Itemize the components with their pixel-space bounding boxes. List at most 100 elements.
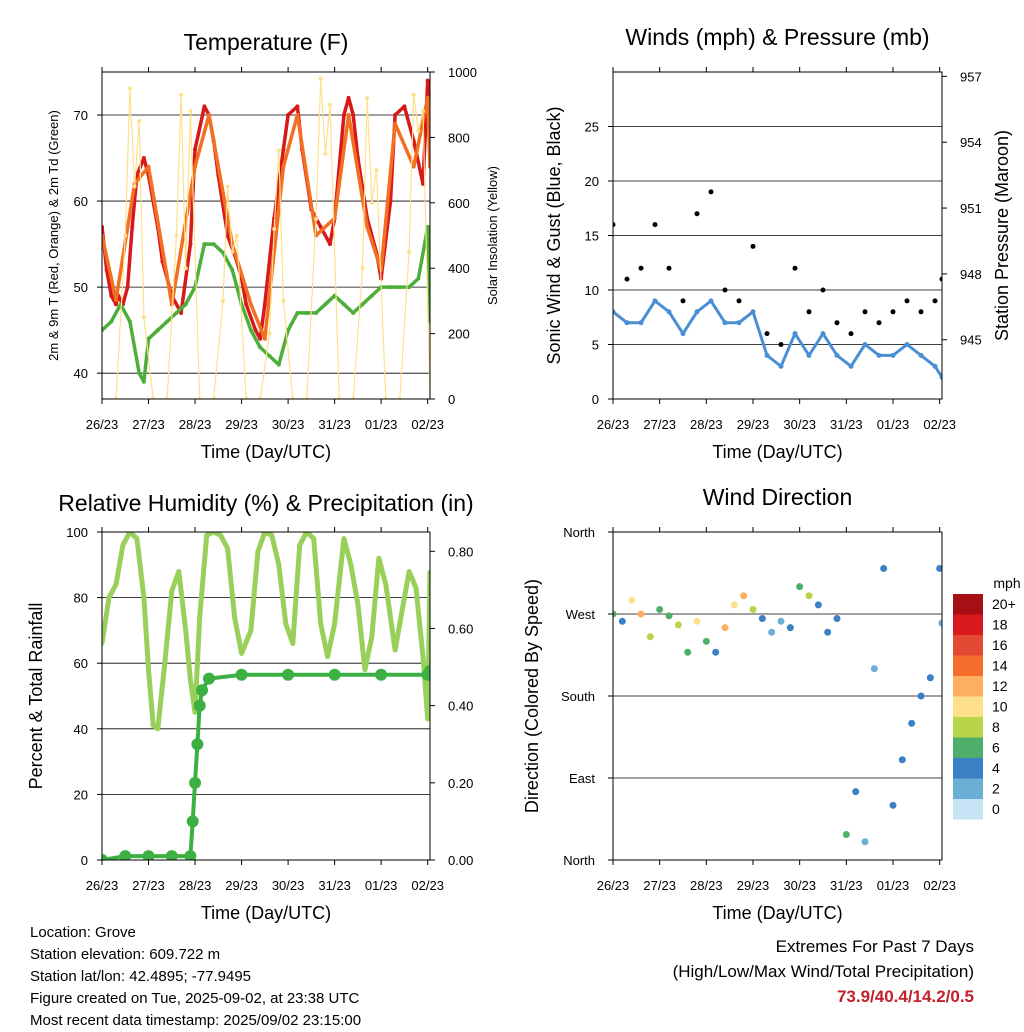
data-point [792,265,798,271]
data-point [402,104,407,109]
data-point [666,265,672,271]
x-tick-label: 27/23 [132,878,165,893]
y-tick-label: 50 [74,280,88,295]
data-point [183,302,188,307]
data-point [127,86,132,91]
y-tick-label: East [569,771,595,786]
x-tick-label: 01/23 [365,417,398,432]
location-text: Location: Grove [30,924,136,941]
data-point [311,536,316,541]
data-point [425,716,430,721]
y2-tick-label: 948 [960,267,982,282]
data-point [304,310,309,315]
data-point [898,756,906,764]
data-point [123,233,128,238]
data-point [203,672,216,685]
data-point [297,543,302,548]
data-point [424,664,430,677]
data-point [141,379,146,384]
data-point [365,224,370,229]
data-point [272,226,277,231]
data-point [848,331,854,337]
y2-tick-label: 200 [448,327,470,342]
data-point [425,224,430,229]
data-point [234,233,239,238]
elevation-text: Station elevation: 609.722 m [30,946,221,963]
data-point [346,95,351,100]
legend-title: mph [993,575,1020,591]
x-tick-label: 28/23 [690,417,723,432]
series-2m-td-line [102,225,430,384]
data-point [186,815,199,828]
data-point [369,293,374,298]
y-tick-label: 0 [592,392,599,407]
y-tick-label: 0 [81,853,88,868]
y2-tick-label: 800 [448,130,470,145]
data-point [174,310,179,315]
data-point [327,242,332,247]
legend-label: 4 [992,760,1000,776]
y-tick-label: 15 [585,229,599,244]
data-point [416,276,421,281]
data-point [652,222,658,228]
data-point [230,249,235,254]
data-point [262,302,267,307]
series-solar-insolation-line [102,77,430,399]
series-9m-t [102,95,430,341]
data-point [276,362,281,367]
data-point [814,601,822,609]
x-tick-label: 26/23 [86,417,119,432]
data-point [183,266,188,271]
data-point [842,830,850,838]
data-point [281,164,286,169]
y-tick-label: 40 [74,722,88,737]
data-point [876,320,882,326]
data-point [325,654,330,659]
legend-label: 2 [992,781,1000,797]
data-point [318,76,323,81]
data-point [262,336,267,341]
speed-legend: mph 20+ 18 16 14 12 10 8 6 4 2 0 [953,575,1021,820]
data-point [332,621,337,626]
data-point [880,564,888,572]
data-point [824,628,832,636]
x-axis-label: Time (Day/UTC) [712,903,842,923]
data-point [230,267,235,272]
data-point [778,342,784,347]
data-point [656,605,664,613]
x-tick-label: 29/23 [225,878,258,893]
x-tick-label: 28/23 [179,417,212,432]
x-tick-label: 02/23 [923,417,956,432]
y2-tick-label: 1000 [448,65,477,80]
y2-tick-label: 400 [448,261,470,276]
data-point [276,562,281,567]
data-point [267,353,272,358]
data-point [286,113,291,118]
data-point [137,371,142,376]
extremes-values: 73.9/40.4/14.2/0.5 [836,987,974,1006]
data-point [283,621,288,626]
legend-swatch [953,737,983,758]
legend-label: 0 [992,801,1000,817]
data-point [218,533,223,538]
data-point [852,788,860,796]
data-point [267,331,272,336]
data-point [796,583,804,591]
data-point [248,328,253,333]
data-point [908,719,916,727]
y-tick-label: 25 [585,120,599,135]
data-point [932,298,938,304]
y-tick-label: 5 [592,338,599,353]
data-point [225,233,230,238]
data-point [188,242,193,247]
data-point [202,104,207,109]
x-tick-label: 31/23 [830,417,863,432]
chart-title: Wind Direction [703,484,853,510]
series-wind-direction [613,564,942,846]
y2-tick-label: 957 [960,69,982,84]
x-tick-label: 27/23 [643,878,676,893]
y-tick-label: 60 [74,194,88,209]
data-point [225,184,230,189]
data-point [628,596,636,604]
data-point [193,710,198,715]
